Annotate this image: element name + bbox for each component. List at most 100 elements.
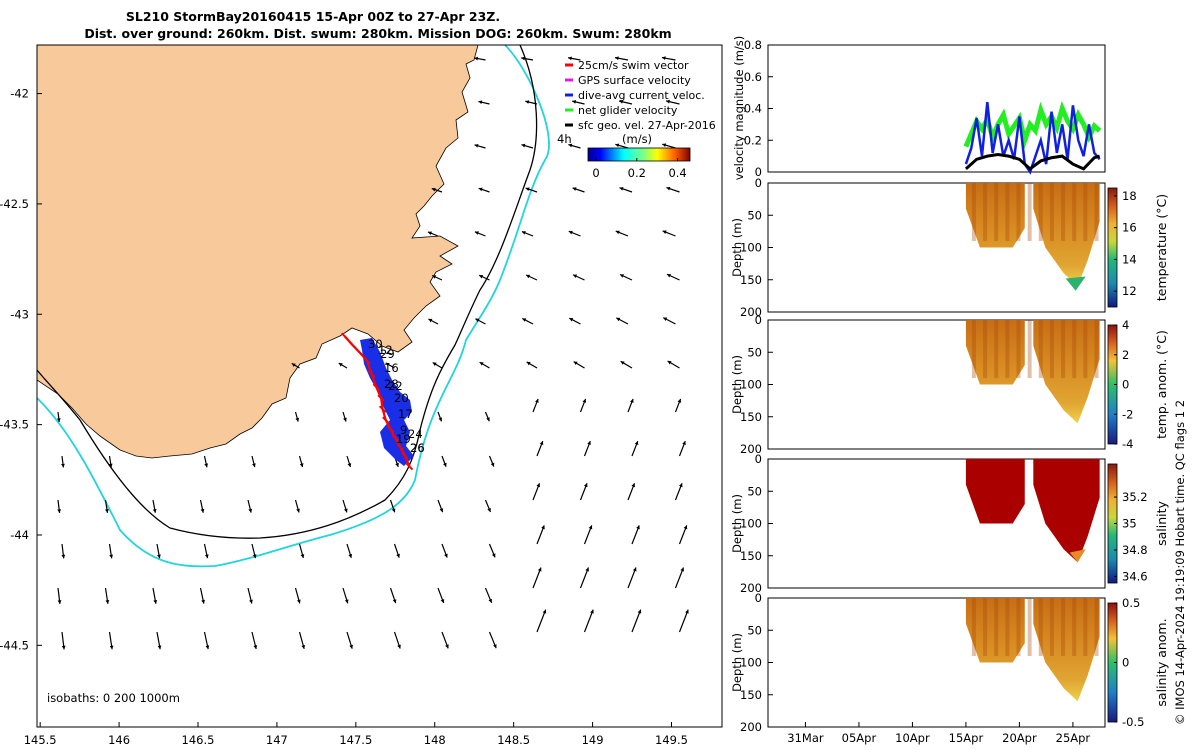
section-data-fill: [965, 183, 1100, 287]
colorbar-label: salinity: [1154, 500, 1169, 545]
section-streak: [1094, 598, 1099, 657]
colorbar-tick-label: 18: [1122, 189, 1137, 203]
current-vector-head: [204, 554, 209, 559]
current-vector-head: [152, 508, 157, 513]
section-streak: [971, 183, 976, 242]
colorbar-tick-label: 34.6: [1122, 569, 1148, 583]
current-vector-head: [632, 567, 637, 572]
current-vector-head: [56, 418, 61, 422]
current-vector-head: [521, 143, 526, 148]
current-vector-head: [535, 398, 539, 403]
current-vector-head: [252, 463, 256, 468]
current-vector-head: [666, 99, 670, 104]
current-vector-head: [662, 143, 667, 147]
track-day-label: 29: [380, 347, 395, 361]
section-streak: [1072, 183, 1077, 242]
swim-vector-mark: [367, 370, 376, 378]
current-vector-head: [427, 231, 432, 236]
map-x-tick-label: 148.5: [497, 733, 530, 747]
swim-vector-mark: [378, 405, 387, 413]
credit-text: © IMOS 14-Apr-2024 19:19:09 Hobart time.…: [1173, 400, 1187, 725]
depth-ylabel: Depth (m): [730, 218, 744, 277]
current-vector-head: [248, 508, 253, 513]
current-vector-head: [615, 143, 620, 148]
current-vector-field: [56, 56, 689, 650]
current-vector: [678, 609, 689, 633]
depth-tick-label: 100: [740, 241, 762, 255]
current-vector-head: [542, 609, 547, 614]
section-streak: [983, 183, 988, 242]
section-streak: [1049, 183, 1054, 242]
current-vector-head: [432, 275, 437, 279]
current-vector-head: [619, 99, 624, 104]
current-vector-head: [521, 231, 526, 235]
current-vector-head: [205, 645, 210, 650]
current-vector-head: [620, 361, 625, 365]
current-vector-head: [619, 187, 624, 191]
current-vector-head: [440, 599, 445, 603]
current-vector-head: [252, 554, 257, 559]
depth-tick-label: 100: [740, 517, 762, 531]
current-vector-head: [296, 599, 301, 604]
map-frame: [36, 44, 723, 728]
current-vector-head: [253, 645, 258, 649]
section-streak: [994, 183, 999, 242]
track-day-label: 16: [384, 361, 399, 375]
depth-tick-label: 0: [755, 591, 762, 605]
current-vector-head: [301, 644, 306, 649]
depth-tick-label: 150: [740, 410, 762, 424]
section-streak: [1016, 320, 1021, 379]
depth-tick-label: 200: [740, 442, 762, 456]
current-vector-head: [525, 100, 530, 104]
section-streak: [1049, 598, 1054, 657]
swim-vector-mark: [396, 442, 404, 451]
colorbar-tick-label: 35: [1122, 517, 1137, 531]
velocity-axes: [767, 44, 1106, 173]
current-vector-head: [296, 508, 300, 513]
current-vector-head: [616, 317, 621, 322]
current-vector: [674, 567, 685, 589]
section-streak: [1061, 598, 1066, 657]
map-y-tick-label: -43.5: [0, 418, 29, 432]
depth-tick-label: 200: [740, 305, 762, 319]
section-streak: [1061, 320, 1066, 379]
current-vector-head: [57, 509, 62, 513]
colorbar-tick-label: 0.2: [628, 166, 646, 180]
track-day-label: 22: [388, 379, 403, 393]
section-data-fill: [965, 459, 1100, 563]
colorbar-label: salinity anom.: [1154, 618, 1169, 706]
section-streak: [1094, 183, 1099, 242]
dive-avg-current-vectors: [360, 338, 414, 466]
section-streak: [1083, 183, 1088, 242]
current-vector-head: [385, 362, 390, 367]
track-day-label: 30: [368, 337, 383, 351]
colorbar-tick-label: 0.4: [668, 166, 686, 180]
current-vector-head: [525, 187, 530, 192]
section-streak: [1049, 320, 1054, 379]
track-day-label: 28: [384, 377, 399, 391]
colorbar-tick-label: 14: [1122, 252, 1137, 266]
speed-colorbar: [587, 147, 691, 162]
isobath-1000m: [37, 45, 550, 568]
section-streak: [1083, 598, 1088, 657]
tasmania-land: [37, 45, 479, 459]
depth-tick-label: 200: [740, 720, 762, 734]
depth-tick-label: 150: [740, 273, 762, 287]
velocity-y-tick-label: 0.8: [744, 38, 762, 52]
track-day-label: 17: [398, 407, 413, 421]
section-streak: [1027, 320, 1032, 379]
depth-tick-label: 50: [747, 484, 762, 498]
current-vector-head: [105, 600, 110, 604]
figure-title-line1: SL210 StormBay20160415 15-Apr 00Z to 27-…: [126, 9, 500, 24]
depth-tick-label: 50: [747, 623, 762, 637]
current-vector: [627, 567, 637, 589]
isobath-label: isobaths: 0 200 1000m: [47, 691, 180, 705]
current-vector-head: [541, 525, 545, 530]
current-vector-head: [445, 644, 449, 649]
current-vector-head: [157, 645, 162, 650]
track-day-label: 12: [378, 343, 393, 357]
current-vector-head: [443, 462, 447, 467]
